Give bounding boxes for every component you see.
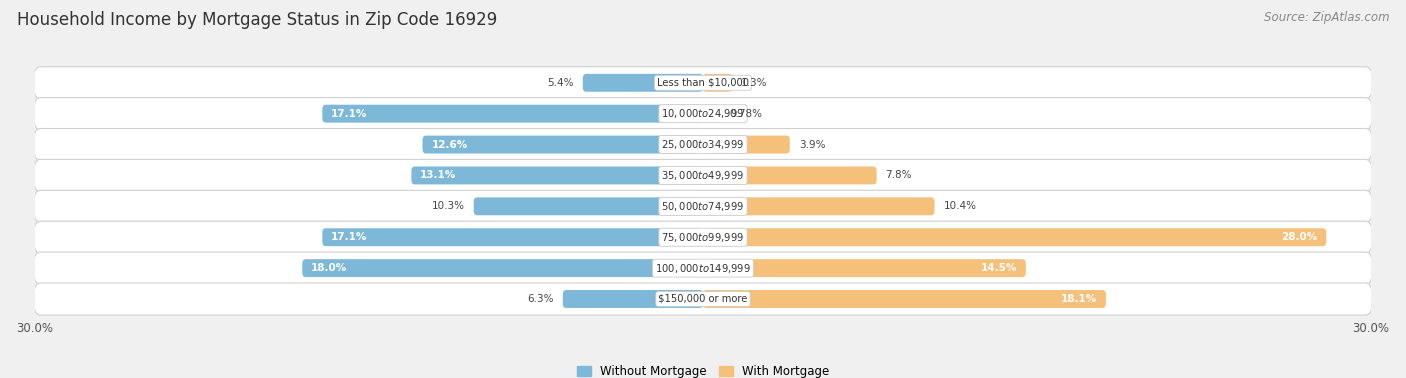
Text: 18.1%: 18.1% [1060, 294, 1097, 304]
Text: $75,000 to $99,999: $75,000 to $99,999 [661, 231, 745, 244]
Text: 6.3%: 6.3% [527, 294, 554, 304]
FancyBboxPatch shape [422, 136, 703, 153]
FancyBboxPatch shape [703, 197, 935, 215]
FancyBboxPatch shape [703, 166, 877, 184]
Text: 1.3%: 1.3% [741, 78, 768, 88]
Text: 5.4%: 5.4% [547, 78, 574, 88]
Text: $150,000 or more: $150,000 or more [658, 294, 748, 304]
FancyBboxPatch shape [703, 136, 790, 153]
Text: 13.1%: 13.1% [420, 170, 457, 180]
FancyBboxPatch shape [582, 74, 703, 92]
Text: 12.6%: 12.6% [432, 139, 468, 150]
Text: Less than $10,000: Less than $10,000 [657, 78, 749, 88]
Text: $100,000 to $149,999: $100,000 to $149,999 [655, 262, 751, 274]
FancyBboxPatch shape [302, 259, 703, 277]
FancyBboxPatch shape [34, 129, 1372, 161]
FancyBboxPatch shape [34, 67, 1372, 99]
Text: 7.8%: 7.8% [886, 170, 912, 180]
FancyBboxPatch shape [34, 98, 1372, 130]
Text: 0.78%: 0.78% [730, 109, 762, 119]
Text: Source: ZipAtlas.com: Source: ZipAtlas.com [1264, 11, 1389, 24]
FancyBboxPatch shape [322, 105, 703, 122]
FancyBboxPatch shape [703, 259, 1026, 277]
FancyBboxPatch shape [703, 105, 720, 122]
FancyBboxPatch shape [703, 290, 1107, 308]
Text: $50,000 to $74,999: $50,000 to $74,999 [661, 200, 745, 213]
FancyBboxPatch shape [322, 228, 703, 246]
FancyBboxPatch shape [412, 166, 703, 184]
Legend: Without Mortgage, With Mortgage: Without Mortgage, With Mortgage [572, 360, 834, 378]
Text: 18.0%: 18.0% [311, 263, 347, 273]
Text: 14.5%: 14.5% [980, 263, 1017, 273]
Text: $35,000 to $49,999: $35,000 to $49,999 [661, 169, 745, 182]
FancyBboxPatch shape [562, 290, 703, 308]
Text: 17.1%: 17.1% [332, 109, 367, 119]
FancyBboxPatch shape [34, 283, 1372, 315]
FancyBboxPatch shape [34, 160, 1372, 192]
FancyBboxPatch shape [474, 197, 703, 215]
Text: $25,000 to $34,999: $25,000 to $34,999 [661, 138, 745, 151]
Text: 10.4%: 10.4% [943, 201, 976, 211]
FancyBboxPatch shape [34, 190, 1372, 222]
Text: 17.1%: 17.1% [332, 232, 367, 242]
FancyBboxPatch shape [703, 74, 733, 92]
Text: 28.0%: 28.0% [1281, 232, 1317, 242]
Text: 3.9%: 3.9% [799, 139, 825, 150]
FancyBboxPatch shape [34, 221, 1372, 253]
FancyBboxPatch shape [703, 228, 1326, 246]
Text: Household Income by Mortgage Status in Zip Code 16929: Household Income by Mortgage Status in Z… [17, 11, 498, 29]
Text: 10.3%: 10.3% [432, 201, 465, 211]
FancyBboxPatch shape [34, 252, 1372, 284]
Text: $10,000 to $24,999: $10,000 to $24,999 [661, 107, 745, 120]
